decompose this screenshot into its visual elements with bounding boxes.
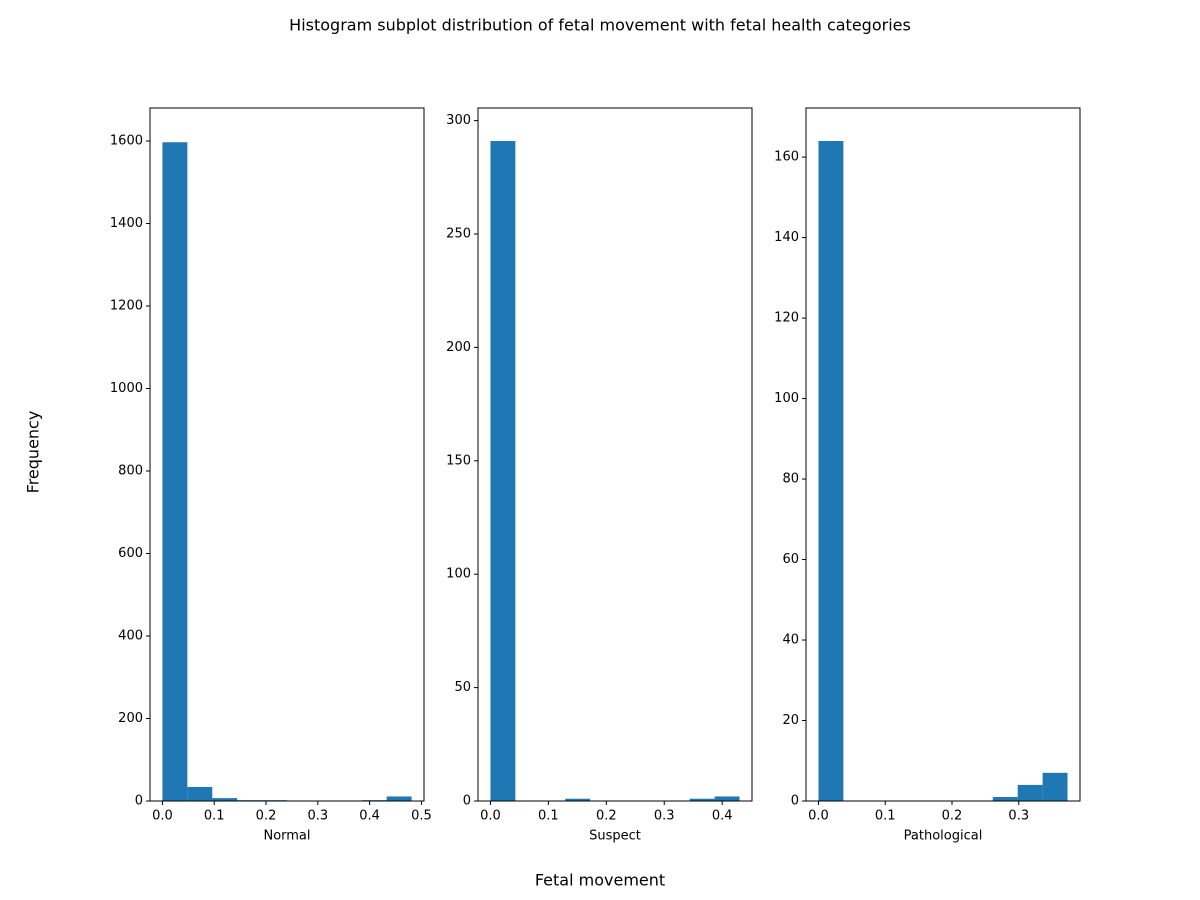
bar bbox=[1017, 784, 1043, 801]
y-tick-label: 0 bbox=[463, 794, 471, 809]
x-tick-label: 0.2 bbox=[942, 809, 963, 824]
x-tick-label: 0.1 bbox=[875, 809, 896, 824]
y-axis-label: Frequency bbox=[24, 411, 43, 494]
x-tick-label: 0.1 bbox=[204, 809, 225, 824]
bar bbox=[162, 142, 188, 802]
x-tick-label: 0.2 bbox=[596, 809, 617, 824]
y-tick-label: 100 bbox=[446, 567, 471, 582]
x-tick-label: 0.0 bbox=[480, 809, 501, 824]
y-tick-label: 20 bbox=[782, 713, 799, 728]
x-tick-label: 0.3 bbox=[307, 809, 328, 824]
subplot-x-label: Suspect bbox=[589, 829, 641, 844]
bar bbox=[689, 798, 715, 801]
x-tick-label: 0.3 bbox=[1008, 809, 1029, 824]
x-tick-label: 0.5 bbox=[411, 809, 432, 824]
y-tick-label: 50 bbox=[454, 680, 471, 695]
y-tick-label: 80 bbox=[782, 472, 799, 487]
y-tick-label: 1400 bbox=[110, 216, 143, 231]
y-tick-label: 0 bbox=[791, 794, 799, 809]
y-tick-label: 200 bbox=[118, 711, 143, 726]
x-tick-label: 0.1 bbox=[538, 809, 559, 824]
y-tick-label: 150 bbox=[446, 453, 471, 468]
bar bbox=[714, 796, 740, 801]
x-tick-label: 0.0 bbox=[152, 809, 173, 824]
bar bbox=[818, 141, 844, 801]
axes-frame bbox=[149, 107, 425, 802]
y-tick-label: 120 bbox=[774, 311, 799, 326]
y-tick-label: 300 bbox=[446, 113, 471, 128]
axes-frame bbox=[805, 107, 1081, 802]
y-tick-label: 200 bbox=[446, 340, 471, 355]
x-tick-label: 0.4 bbox=[359, 809, 380, 824]
x-tick-label: 0.2 bbox=[256, 809, 277, 824]
y-tick-label: 1200 bbox=[110, 299, 143, 314]
y-tick-label: 140 bbox=[774, 230, 799, 245]
y-tick-label: 40 bbox=[782, 633, 799, 648]
y-tick-label: 1000 bbox=[110, 381, 143, 396]
y-tick-label: 160 bbox=[774, 150, 799, 165]
axes-frame bbox=[477, 107, 753, 802]
bar bbox=[490, 141, 516, 801]
x-tick-label: 0.3 bbox=[654, 809, 675, 824]
y-tick-label: 60 bbox=[782, 552, 799, 567]
bar bbox=[565, 798, 591, 801]
y-tick-label: 600 bbox=[118, 546, 143, 561]
bar bbox=[992, 796, 1018, 801]
bar bbox=[1042, 772, 1068, 801]
subplot-x-label: Normal bbox=[263, 829, 310, 844]
y-tick-label: 250 bbox=[446, 226, 471, 241]
y-tick-label: 100 bbox=[774, 391, 799, 406]
x-axis-label: Fetal movement bbox=[535, 871, 665, 890]
bar bbox=[386, 796, 412, 801]
y-tick-label: 0 bbox=[135, 794, 143, 809]
y-tick-label: 400 bbox=[118, 629, 143, 644]
y-tick-label: 1600 bbox=[110, 134, 143, 149]
bar bbox=[187, 786, 213, 801]
figure-title: Histogram subplot distribution of fetal … bbox=[289, 16, 911, 35]
bar bbox=[212, 798, 238, 801]
x-tick-label: 0.0 bbox=[808, 809, 829, 824]
subplot-x-label: Pathological bbox=[904, 829, 983, 844]
y-tick-label: 800 bbox=[118, 464, 143, 479]
x-tick-label: 0.4 bbox=[712, 809, 733, 824]
